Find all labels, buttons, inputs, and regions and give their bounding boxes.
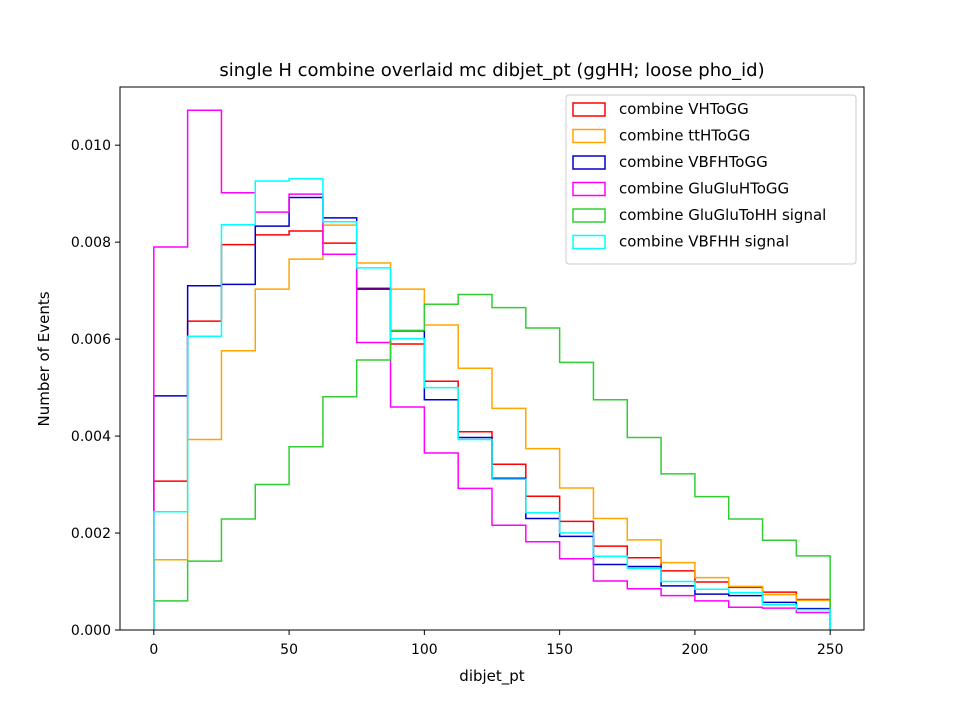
legend: combine VHToGG combine ttHToGG combine VBF… bbox=[565, 94, 857, 265]
x-tick-label: 100 bbox=[411, 642, 438, 658]
chart-title: single H combine overlaid mc dibjet_pt (… bbox=[219, 60, 764, 81]
x-tick-label: 0 bbox=[149, 642, 158, 658]
legend-swatch-3 bbox=[572, 181, 606, 197]
series-line-4 bbox=[153, 293, 831, 630]
legend-label-3: combine GluGluHToGG bbox=[619, 180, 789, 198]
legend-box bbox=[565, 94, 857, 265]
legend-label-5: combine VBFHH signal bbox=[619, 233, 789, 251]
y-tick-label: 0.008 bbox=[71, 235, 111, 251]
x-tick-label: 50 bbox=[280, 642, 298, 658]
legend-label-1: combine ttHToGG bbox=[619, 127, 750, 145]
y-tick-label: 0.002 bbox=[71, 526, 111, 542]
y-tick-label: 0.004 bbox=[71, 429, 111, 445]
legend-swatch-0 bbox=[572, 102, 606, 117]
y-tick-label: 0.006 bbox=[71, 332, 111, 348]
x-tick-label: 150 bbox=[546, 642, 573, 658]
legend-label-0: combine VHToGG bbox=[619, 100, 749, 118]
plot-area: 0 50 100 150 200 250 0.000 0.002 0.004 0.006 0.008… bbox=[71, 86, 865, 658]
legend-swatch-1 bbox=[572, 128, 606, 144]
legend-swatch-4 bbox=[572, 208, 606, 223]
legend-label-2: combine VBFHToGG bbox=[619, 153, 768, 171]
y-tick-label: 0.000 bbox=[71, 623, 111, 639]
x-tick-label: 250 bbox=[817, 642, 844, 658]
y-axis-label: Number of Events bbox=[35, 291, 53, 426]
y-tick-label: 0.010 bbox=[71, 138, 111, 154]
legend-swatch-2 bbox=[572, 155, 606, 170]
x-axis-label: dibjet_pt bbox=[459, 667, 525, 686]
legend-swatch-5 bbox=[572, 234, 606, 250]
series-line-5 bbox=[153, 177, 831, 630]
series-line-1 bbox=[153, 224, 831, 630]
axes-frame bbox=[119, 86, 865, 631]
x-tick-label: 200 bbox=[682, 642, 709, 658]
legend-label-4: combine GluGluToHH signal bbox=[619, 206, 826, 224]
